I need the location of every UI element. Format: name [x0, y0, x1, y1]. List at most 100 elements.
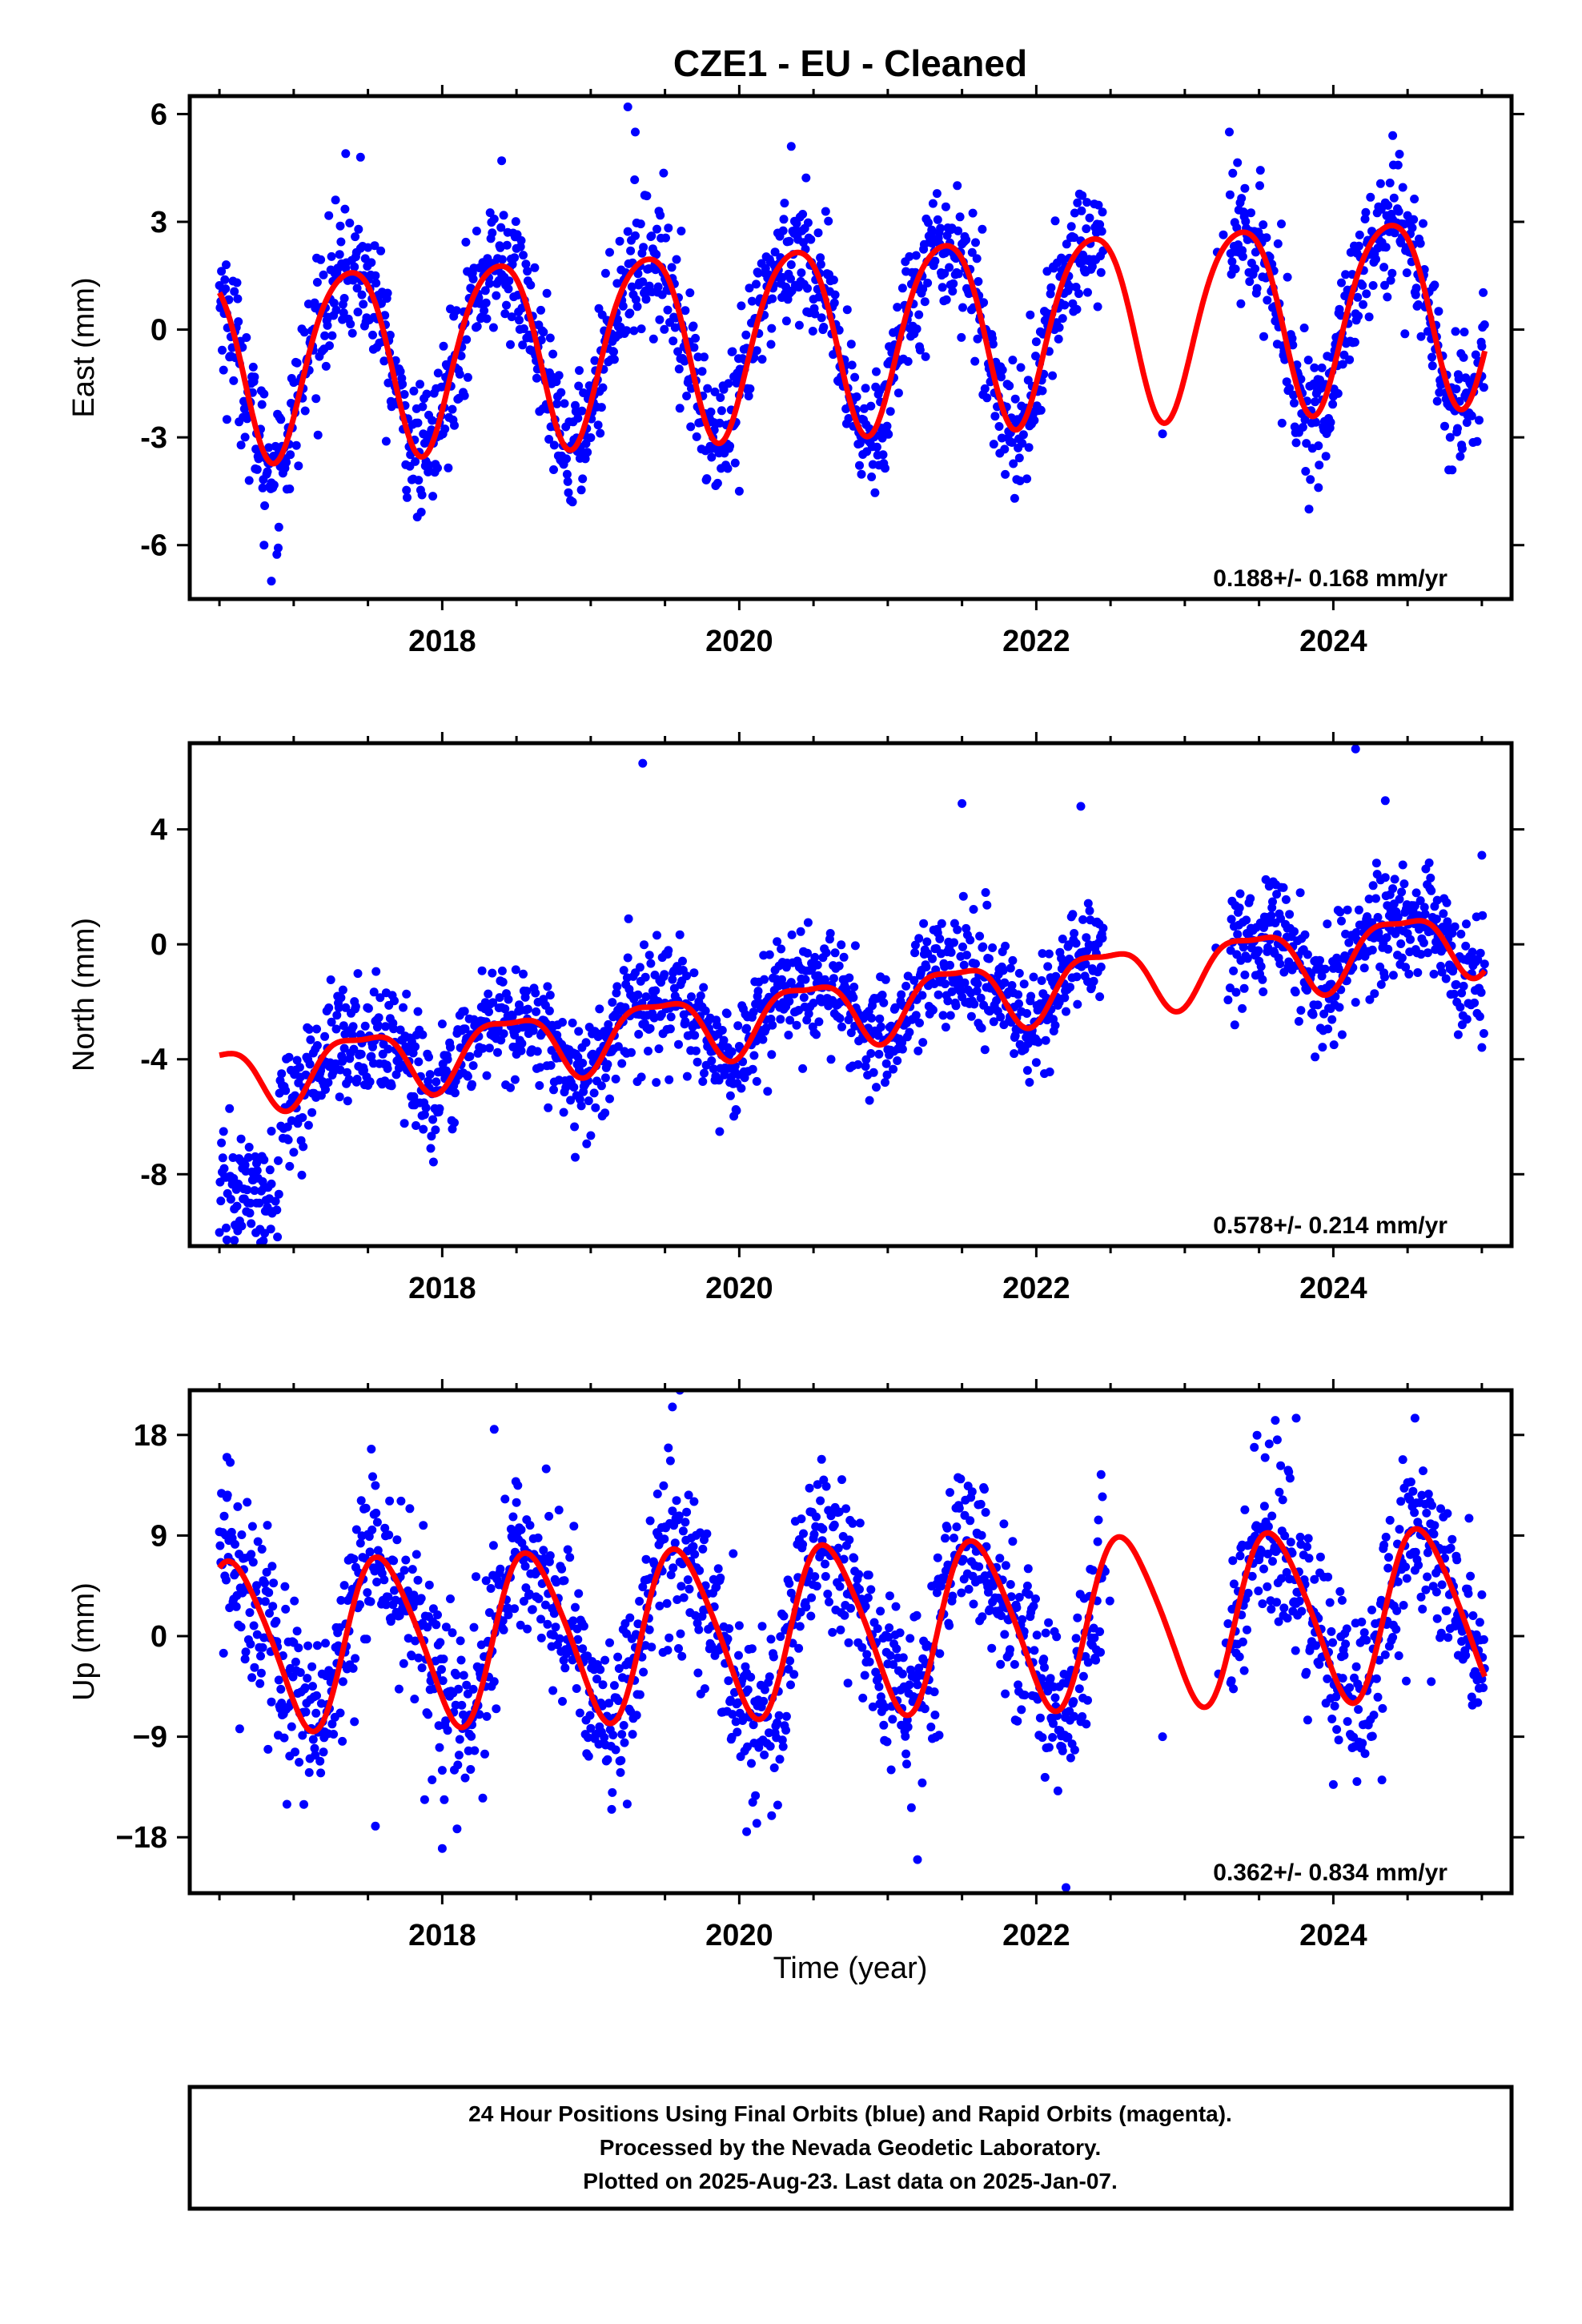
up-data-point [1008, 1537, 1018, 1546]
east-data-point [327, 331, 337, 340]
up-data-point [307, 1662, 317, 1671]
north-data-point [443, 1055, 452, 1064]
east-data-point [1251, 264, 1260, 274]
north-data-point [450, 1118, 459, 1128]
up-data-point [555, 1634, 564, 1643]
east-data-point [1078, 191, 1087, 200]
north-data-point [506, 1083, 515, 1092]
north-data-point [295, 1063, 304, 1072]
up-data-point [417, 1663, 427, 1673]
up-data-point [898, 1653, 908, 1663]
up-data-point [1048, 1733, 1058, 1742]
up-data-point [1090, 1633, 1099, 1642]
north-data-point [272, 1205, 282, 1215]
north-data-point [271, 1196, 280, 1206]
north-data-point [387, 1081, 396, 1091]
north-data-point [1332, 953, 1342, 963]
east-data-point [850, 372, 860, 382]
north-data-point [424, 1052, 433, 1062]
up-data-point [1327, 1626, 1336, 1636]
east-data-point [1427, 361, 1437, 371]
north-data-point [941, 1023, 950, 1032]
east-data-point [867, 472, 877, 481]
up-data-point [1058, 1746, 1067, 1755]
up-data-point [674, 1511, 684, 1521]
east-data-point [829, 275, 838, 285]
east-data-point [385, 331, 395, 340]
north-data-point [664, 946, 673, 955]
up-data-point [301, 1707, 311, 1717]
east-data-point [521, 259, 531, 269]
up-data-point [914, 1663, 924, 1673]
east-data-point [631, 295, 640, 304]
east-data-point [462, 335, 472, 344]
north-data-point [412, 1121, 420, 1130]
north-data-point [767, 1050, 777, 1059]
east-data-point [1288, 340, 1298, 350]
up-data-point [836, 1625, 845, 1634]
north-data-point [400, 1119, 409, 1128]
north-data-point [1323, 919, 1332, 929]
east-data-point [217, 267, 227, 276]
east-data-point [1073, 198, 1082, 207]
up-data-point [1291, 1646, 1300, 1655]
up-data-point [892, 1644, 901, 1654]
north-data-point [875, 1014, 885, 1023]
up-data-point [895, 1628, 905, 1638]
up-data-point [545, 1551, 555, 1560]
east-data-point [1219, 230, 1228, 239]
east-data-point [252, 464, 262, 474]
up-data-point [611, 1745, 620, 1755]
north-data-point [1470, 998, 1480, 1007]
north-data-point [821, 948, 831, 958]
north-data-point [674, 1039, 683, 1049]
east-data-point [859, 404, 869, 413]
north-data-point [1388, 884, 1398, 894]
east-data-point [997, 372, 1006, 382]
east-data-point [367, 258, 376, 267]
north-data-point [651, 986, 661, 995]
east-data-point [508, 259, 517, 269]
up-data-point [1017, 1705, 1026, 1715]
north-data-point [320, 1031, 330, 1041]
north-data-point [460, 1007, 469, 1016]
up-data-point [1283, 1614, 1292, 1623]
up-data-point [712, 1582, 721, 1592]
north-data-point [901, 981, 911, 991]
east-data-point [1457, 444, 1467, 453]
north-data-point [1462, 919, 1471, 929]
east-data-point [1046, 283, 1056, 292]
up-data-point [778, 1742, 788, 1751]
east-data-point [1009, 459, 1018, 468]
up-data-point [1252, 1430, 1262, 1440]
north-data-point [941, 979, 950, 989]
north-data-point [298, 1113, 307, 1122]
up-data-point [766, 1634, 776, 1644]
up-data-point [734, 1651, 743, 1660]
up-data-point [691, 1610, 701, 1620]
up-data-point [504, 1610, 513, 1619]
north-data-point [285, 1161, 295, 1171]
up-data-point [984, 1587, 993, 1597]
east-data-point [878, 450, 888, 460]
east-data-point [600, 268, 610, 278]
north-data-point [1479, 1029, 1488, 1038]
north-data-point [1044, 949, 1054, 959]
north-data-point [758, 1035, 768, 1044]
up-data-point [252, 1630, 262, 1639]
east-data-point [1233, 158, 1243, 167]
up-data-point [548, 1686, 558, 1695]
up-data-point [470, 1746, 480, 1755]
north-data-point [352, 1075, 362, 1084]
east-data-point [1299, 324, 1309, 332]
east-data-point [442, 361, 452, 371]
east-data-point [636, 324, 646, 334]
north-data-point [777, 944, 786, 954]
up-data-point [638, 1582, 648, 1592]
north-data-point [881, 1078, 889, 1088]
up-data-point [1035, 1713, 1045, 1723]
east-data-point [536, 305, 545, 315]
east-data-point [609, 347, 618, 356]
east-data-point [1410, 195, 1419, 203]
up-data-point [424, 1710, 433, 1719]
